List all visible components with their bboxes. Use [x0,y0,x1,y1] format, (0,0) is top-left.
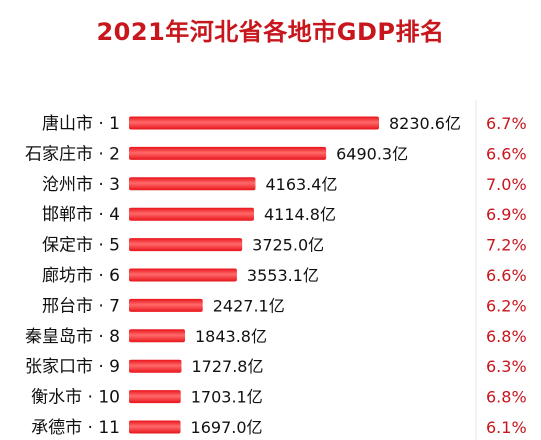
growth-label: 6.9% [486,205,527,224]
category-label: 廊坊市 · 6 [42,266,120,286]
bar [129,420,181,434]
growth-label: 6.2% [486,296,527,315]
category-label: 沧州市 · 3 [42,175,120,195]
growth-label: 6.3% [486,357,527,376]
value-label: 1727.8亿 [191,357,263,376]
growth-label: 6.6% [486,144,527,163]
bar [129,116,379,130]
bar [129,238,243,252]
bar [129,146,327,160]
category-label: 石家庄市 · 2 [25,144,120,164]
value-label: 1703.1亿 [191,388,263,407]
bar [129,329,186,343]
growth-label: 6.6% [486,266,527,285]
growth-label: 6.7% [486,114,527,133]
value-label: 2427.1亿 [213,296,285,315]
bar [129,298,203,312]
category-label: 唐山市 · 1 [42,113,120,134]
value-label: 1843.8亿 [195,327,267,346]
value-label: 3725.0亿 [252,236,324,255]
growth-label: 6.8% [486,327,527,346]
category-label: 保定市 · 5 [42,236,120,256]
bar [129,390,181,404]
value-label: 4114.8亿 [264,205,336,224]
growth-label: 7.0% [486,175,527,194]
value-label: 6490.3亿 [336,144,408,163]
value-label: 8230.6亿 [389,114,461,133]
bar [129,207,254,221]
bar [129,177,256,191]
category-label: 秦皇岛市 · 8 [25,327,120,347]
bar [129,359,182,373]
growth-label: 7.2% [486,236,527,255]
value-label: 3553.1亿 [247,266,319,285]
category-label: 邢台市 · 7 [42,296,120,316]
chart-title: 2021年河北省各地市GDP排名 [96,18,445,46]
category-label: 邯郸市 · 4 [42,205,120,225]
growth-label: 6.1% [486,418,527,437]
category-label: 张家口市 · 9 [25,357,120,377]
value-label: 1697.0亿 [191,418,263,437]
category-label: 衡水市 · 10 [31,388,120,408]
bar [129,268,237,282]
category-label: 承德市 · 11 [31,418,120,438]
growth-label: 6.8% [486,388,527,407]
value-label: 4163.4亿 [265,175,337,194]
